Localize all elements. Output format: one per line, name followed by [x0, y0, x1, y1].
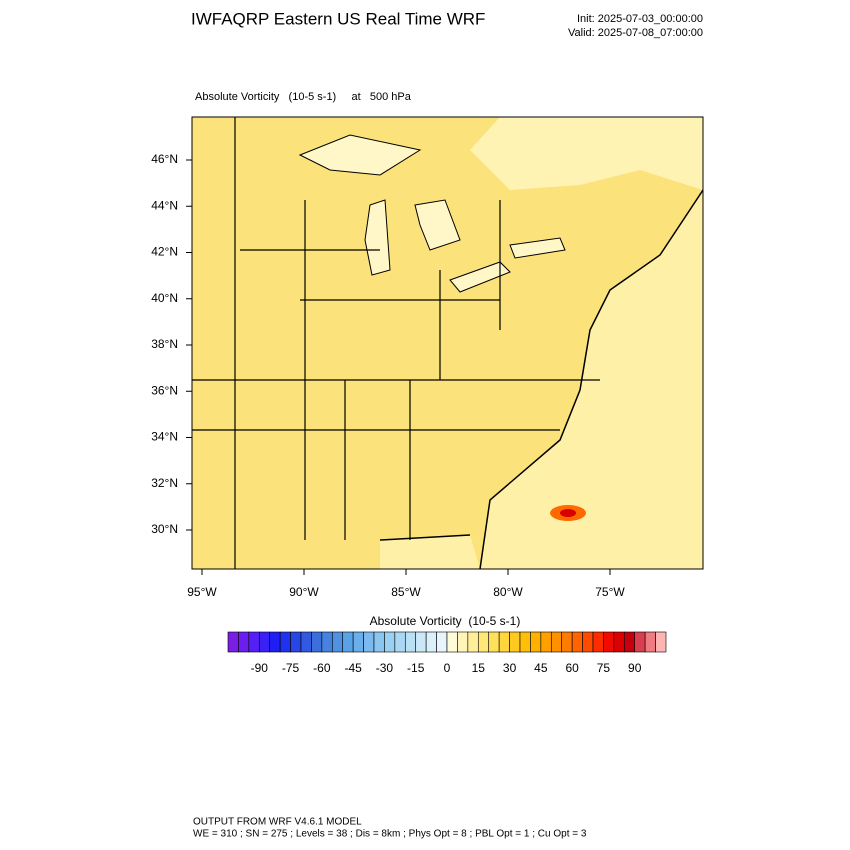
colorbar-box [623, 631, 636, 653]
colorbar-box [603, 631, 615, 653]
lake-michigan [364, 199, 391, 276]
colorbar-label: -45 [344, 661, 362, 675]
canada [470, 117, 703, 190]
colorbar-box [227, 631, 239, 653]
colorbar-box [331, 631, 344, 653]
lon-label: 90°W [289, 585, 319, 599]
colorbar-box [571, 631, 583, 653]
colorbar-box [404, 631, 417, 653]
colorbar-label: 45 [534, 661, 548, 675]
colorbar-box [530, 631, 542, 653]
title: IWFAQRP Eastern US Real Time WRF [191, 9, 485, 28]
colorbar-box [592, 631, 604, 653]
colorbar-box [561, 631, 573, 653]
colorbar-box [613, 631, 625, 653]
lat-label: 36°N [151, 383, 178, 397]
colorbar-box [457, 631, 469, 653]
lon-label: 95°W [187, 585, 217, 599]
gulf [380, 535, 480, 569]
colorbar-title: Absolute Vorticity (10-5 s-1) [370, 614, 521, 628]
colorbar-box [550, 631, 563, 653]
colorbar-label: 90 [628, 661, 642, 675]
colorbar-box [248, 631, 260, 653]
colorbar-box [655, 631, 667, 653]
lake-huron [414, 199, 461, 251]
footer-line: WE = 310 ; SN = 275 ; Levels = 38 ; Dis … [193, 829, 587, 840]
lat-label: 30°N [151, 522, 178, 536]
colorbar-box [446, 631, 458, 653]
lat-label: 34°N [151, 430, 178, 444]
colorbar-label: 15 [472, 661, 486, 675]
colorbar-box [488, 631, 500, 653]
colorbar-box [279, 631, 291, 653]
lake-superior [298, 134, 422, 176]
lake-erie [449, 261, 511, 293]
colorbar-box [425, 631, 437, 653]
colorbar-box [509, 631, 521, 653]
lake-ontario [509, 237, 566, 259]
subtitle: Absolute Vorticity (10-5 s-1) at 500 hPa [195, 91, 412, 103]
lon-label: 85°W [391, 585, 421, 599]
colorbar-box [342, 631, 354, 653]
colorbar-box [582, 631, 594, 653]
colorbar-label: 60 [565, 661, 579, 675]
colorbar-box [415, 631, 427, 653]
map-frame [191, 116, 704, 570]
coastline [379, 189, 703, 569]
map [191, 116, 704, 570]
colorbar-label: 30 [503, 661, 517, 675]
valid-time: Valid: 2025-07-08_07:00:00 [568, 27, 703, 39]
colorbar-box [477, 631, 490, 653]
colorbar-label: 0 [444, 661, 451, 675]
lat-label: 32°N [151, 476, 178, 490]
colorbar-box [644, 631, 656, 653]
colorbar-box [498, 631, 510, 653]
colorbar-label: -75 [282, 661, 300, 675]
colorbar-box [321, 631, 333, 653]
lat-label: 42°N [151, 245, 178, 259]
colorbar-box [363, 631, 375, 653]
colorbar-box [467, 631, 479, 653]
footer-line: OUTPUT FROM WRF V4.6.1 MODEL [193, 817, 362, 828]
lon-label: 75°W [595, 585, 625, 599]
colorbar-box [300, 631, 312, 653]
colorbar-box [540, 631, 552, 653]
colorbar-box [311, 631, 323, 653]
colorbar-box [373, 631, 385, 653]
init-time: Init: 2025-07-03_00:00:00 [577, 13, 703, 25]
colorbar-label: -90 [251, 661, 269, 675]
lat-label: 46°N [151, 152, 178, 166]
colorbar-box [290, 631, 302, 653]
lat-label: 44°N [151, 198, 178, 212]
colorbar-box [258, 631, 271, 653]
colorbar-label: -30 [376, 661, 394, 675]
colorbar-box [352, 631, 364, 653]
colorbar-box [238, 631, 250, 653]
colorbar-label: -60 [313, 661, 331, 675]
colorbar-label: -15 [407, 661, 425, 675]
vorticity-core [560, 509, 576, 517]
state-borders [192, 117, 600, 569]
colorbar-box [269, 631, 281, 653]
colorbar-box [436, 631, 448, 653]
colorbar-box [634, 631, 646, 653]
lon-label: 80°W [493, 585, 523, 599]
colorbar-box [394, 631, 406, 653]
lat-label: 40°N [151, 291, 178, 305]
colorbar-label: 75 [597, 661, 611, 675]
colorbar-box [519, 631, 531, 653]
colorbar-box [384, 631, 396, 653]
lat-label: 38°N [151, 337, 178, 351]
